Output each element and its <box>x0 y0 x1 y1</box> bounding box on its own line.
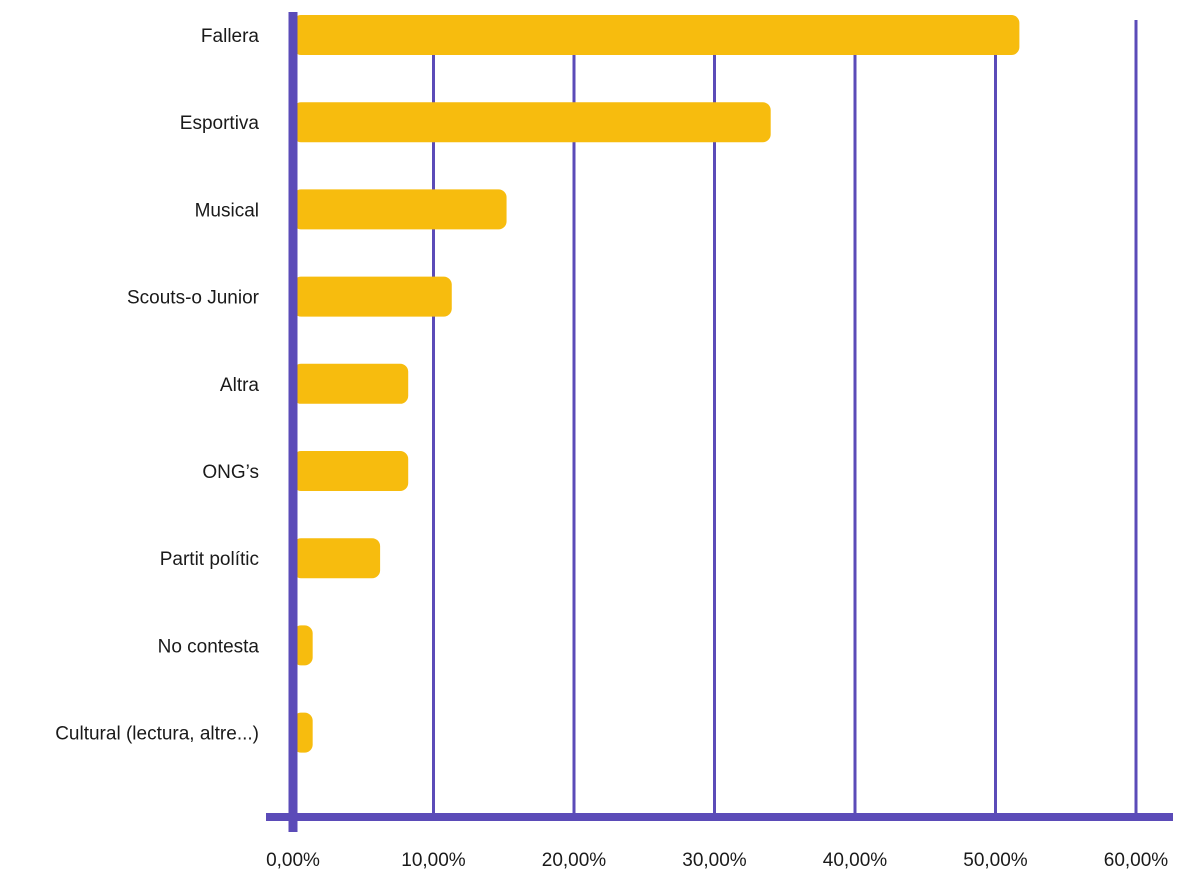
bar <box>293 712 313 753</box>
bar <box>293 363 409 404</box>
x-tick-label: 0,00% <box>266 850 320 871</box>
x-tick-label: 30,00% <box>682 850 747 871</box>
bar <box>293 102 771 143</box>
tick-labels: 0,00% 10,00% 20,00% 30,00% 40,00% 50,00% 60,00… <box>266 850 1168 871</box>
gridlines <box>432 20 1138 817</box>
bar <box>293 625 313 666</box>
category-label: Altra <box>220 375 260 396</box>
x-tick-label: 20,00% <box>542 850 607 871</box>
category-label: Cultural (lectura, altre...) <box>55 724 259 745</box>
x-tick-label: 10,00% <box>401 850 466 871</box>
bars <box>293 15 1020 753</box>
category-label: No contesta <box>158 636 260 657</box>
bar <box>293 276 452 317</box>
bar <box>293 538 381 579</box>
category-label: Esportiva <box>180 113 260 134</box>
category-label: ONG’s <box>202 462 259 483</box>
bar <box>293 15 1020 55</box>
category-labels: Fallera Esportiva Musical Scouts-o Junior Al… <box>55 26 259 745</box>
category-label: Partit polític <box>160 549 259 570</box>
bar <box>293 451 409 491</box>
bar <box>293 189 507 230</box>
x-tick-label: 50,00% <box>963 850 1028 871</box>
x-tick-label: 60,00% <box>1104 850 1169 871</box>
axes <box>266 12 1173 832</box>
x-tick-label: 40,00% <box>823 850 888 871</box>
category-label: Musical <box>195 200 259 221</box>
category-label: Scouts-o Junior <box>127 288 260 309</box>
category-label: Fallera <box>201 26 260 47</box>
